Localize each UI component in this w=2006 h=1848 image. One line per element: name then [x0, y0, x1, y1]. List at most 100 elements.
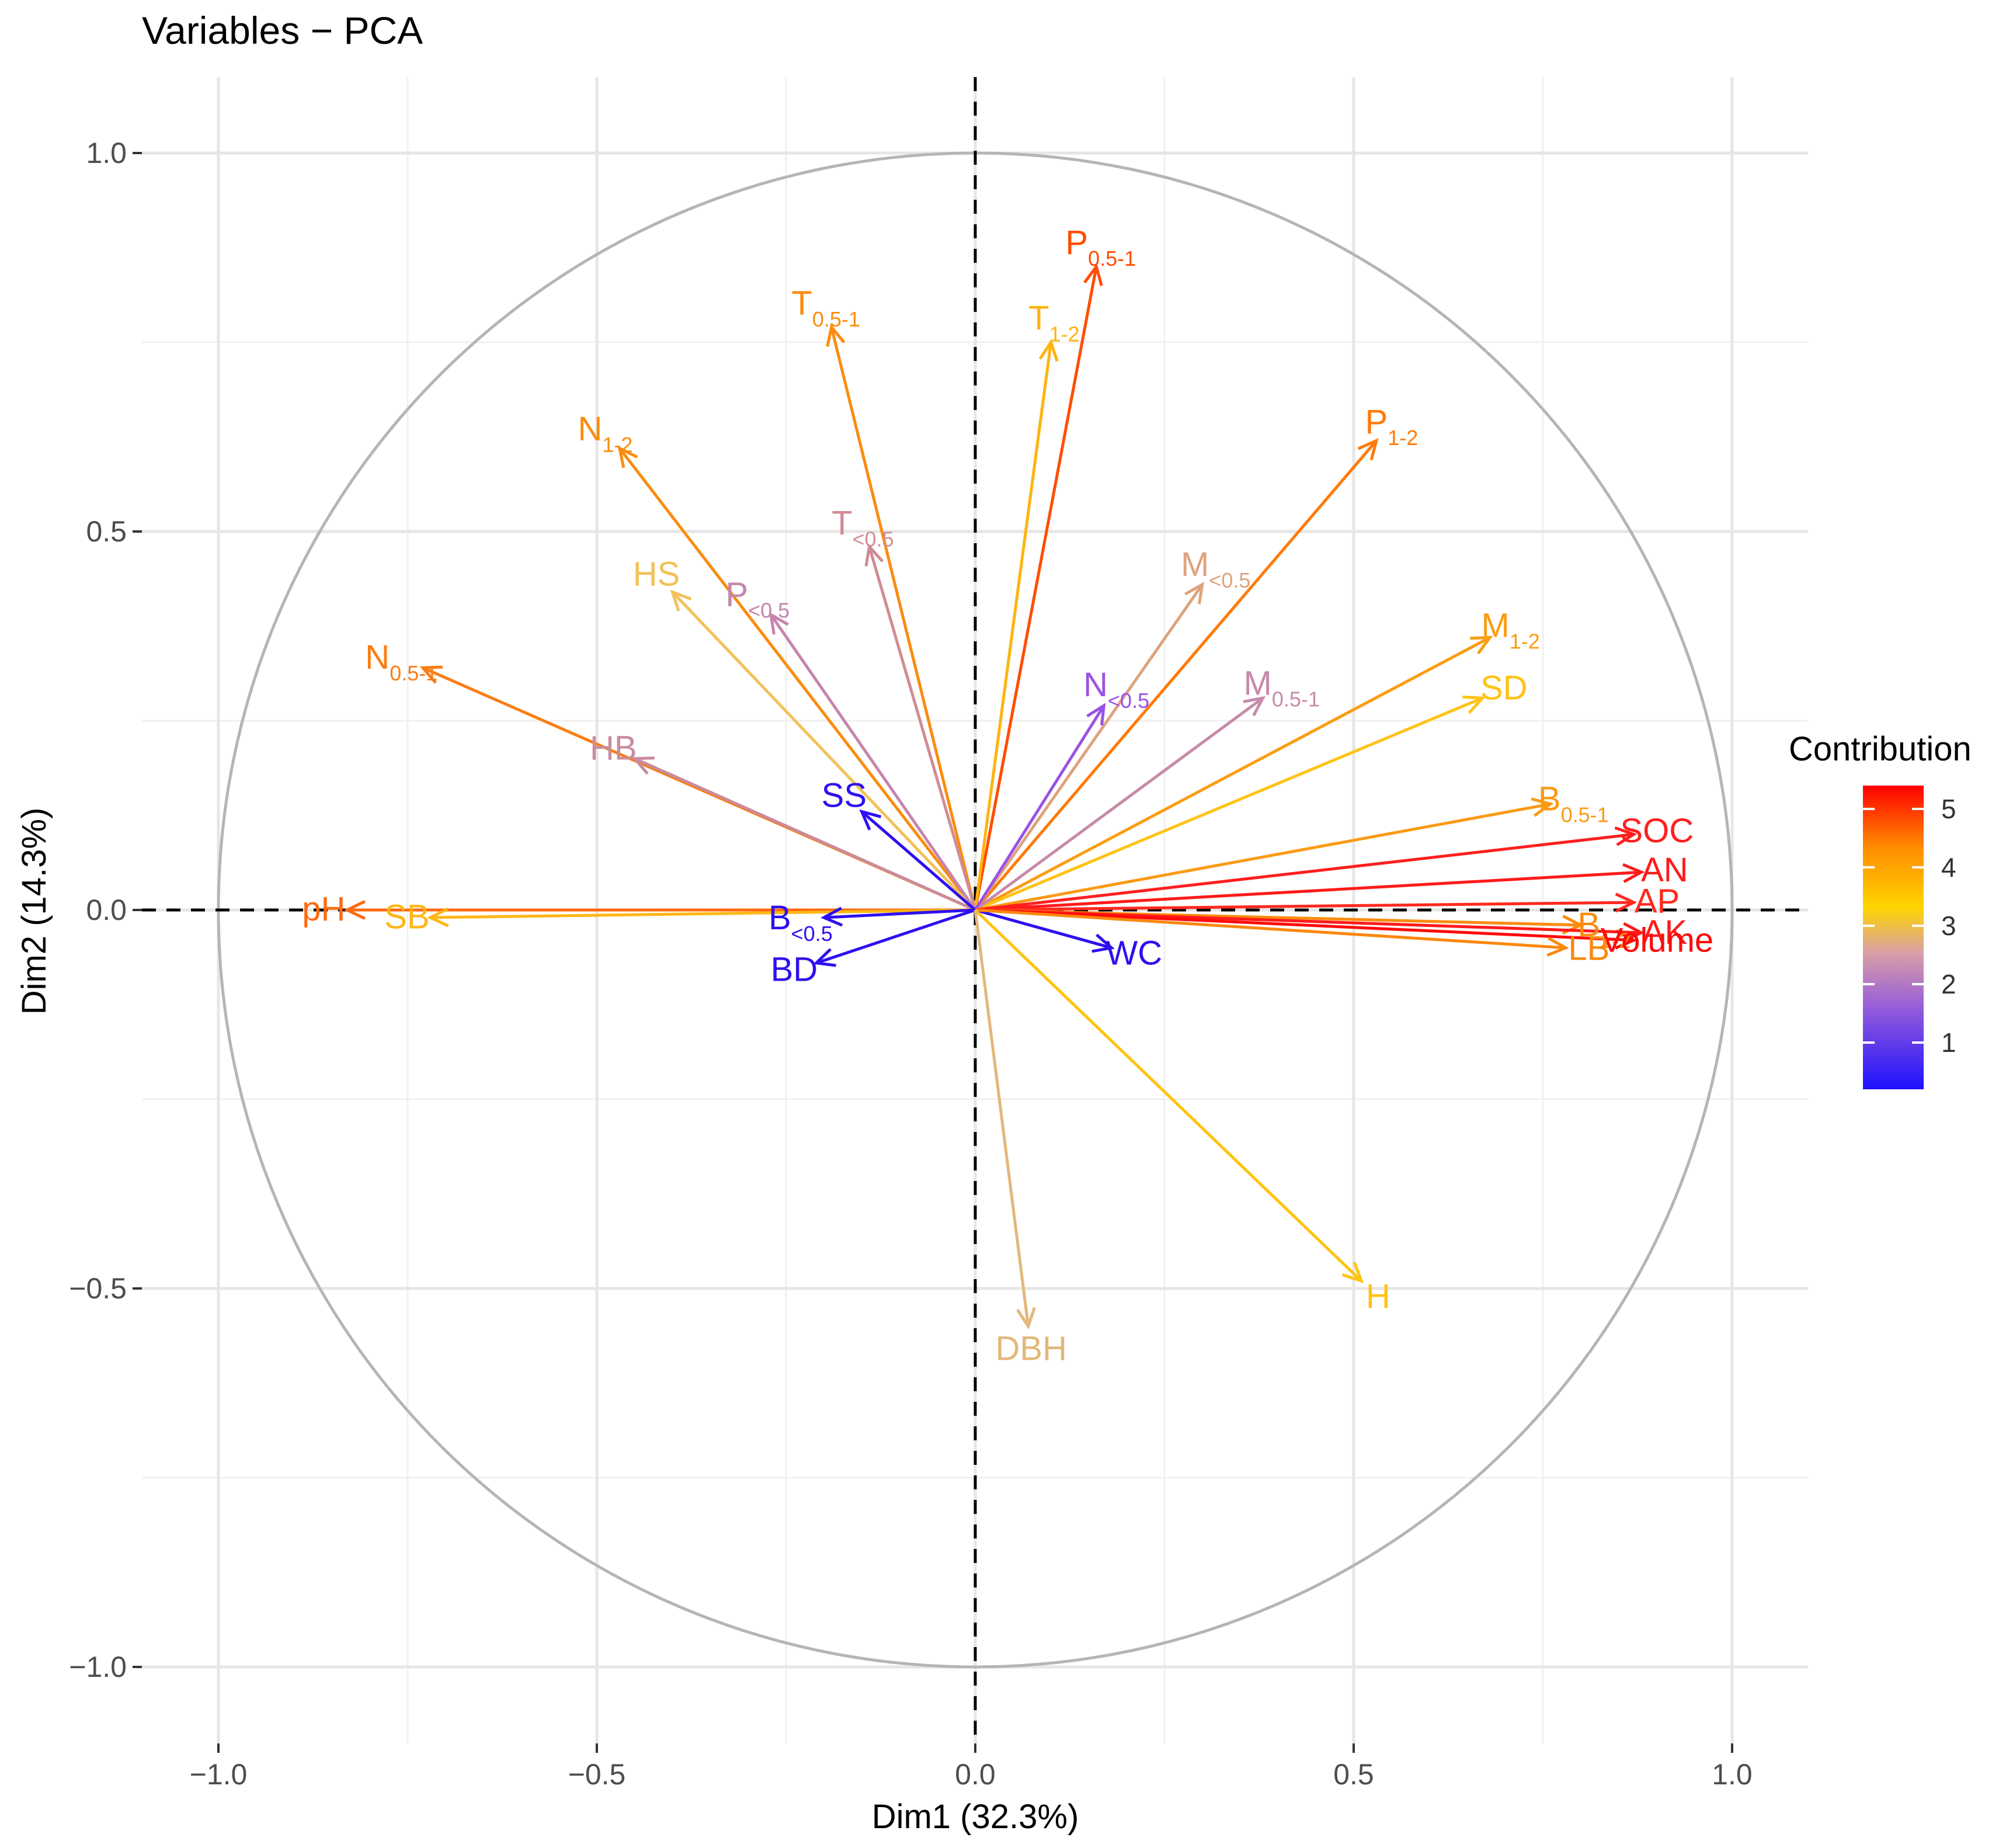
arrow-shaft [770, 614, 977, 911]
variable-label: M<0.5 [1181, 546, 1250, 592]
arrow-shaft [975, 832, 1634, 912]
arrow-shaft [975, 803, 1551, 912]
arrow-head [1243, 696, 1266, 717]
arrow-shaft [974, 439, 1378, 911]
arrow-shaft [634, 757, 976, 912]
variable-label: B1-2 [1577, 906, 1630, 953]
variable-label: AN [1641, 851, 1688, 889]
variable-label-subscript: 0.5-1 [1561, 803, 1609, 826]
y-axis-label: Dim2 (14.3%) [15, 808, 53, 1015]
x-tick-label: 1.0 [1712, 1758, 1753, 1791]
variable-label-name: HB [590, 730, 637, 767]
arrow-shaft [974, 697, 1264, 912]
x-axis-label: Dim1 (32.3%) [872, 1798, 1079, 1836]
axis-ticks: −1.0 −0.5 0.0 0.5 1.0 −1.0 −0.5 0.0 0.5 1.0 [69, 137, 1752, 1791]
variable-label-subscript: 0.5-1 [812, 307, 860, 331]
variable-arrow [617, 445, 976, 911]
variable-arrow [975, 797, 1554, 912]
variable-label: DBH [996, 1329, 1067, 1367]
variable-arrow [974, 909, 1364, 1284]
variable-label-name: N [578, 410, 603, 448]
chart-title: Variables − PCA [142, 9, 423, 52]
arrow-shaft [974, 909, 1362, 1282]
variable-label-name: WC [1106, 935, 1163, 972]
arrow-head [1531, 797, 1554, 817]
variable-label-subscript: 0.5-1 [1088, 246, 1136, 270]
arrow-head [1615, 929, 1638, 950]
variable-label: SB [384, 898, 429, 936]
legend-tick-label: 2 [1941, 969, 1956, 999]
arrow-head [769, 612, 789, 635]
legend-title: Contribution [1789, 730, 1972, 768]
arrow-head [1184, 581, 1205, 605]
variable-label-name: T [832, 505, 852, 543]
arrow-shaft [974, 342, 1053, 911]
variable-label-name: HS [633, 555, 680, 593]
variable-label-name: AP [1635, 883, 1680, 920]
arrow-head [1038, 339, 1059, 362]
arrow-shaft [430, 908, 976, 919]
variable-labels: P0.5-1T0.5-1 T1-2P1-2N1-2T<0.5HS M<0.5P<0.… [302, 224, 1713, 1367]
variable-label-name: B [1577, 906, 1600, 944]
variable-label-name: T [791, 284, 812, 322]
arrow-head [631, 756, 655, 775]
variable-label-subscript: 1-2 [1510, 630, 1540, 654]
arrow-shaft [974, 266, 1098, 911]
variable-label-name: SB [384, 898, 429, 936]
variable-label-subscript: <0.5 [1108, 689, 1149, 713]
arrow-shaft [975, 870, 1642, 912]
variable-label: LB [1568, 929, 1609, 967]
variable-label-name: SD [1480, 669, 1528, 707]
arrow-shaft [868, 546, 977, 911]
variable-arrow [974, 438, 1379, 911]
variable-label-name: P [725, 576, 748, 614]
arrow-head [1470, 635, 1493, 655]
variable-label: HB [590, 730, 637, 767]
arrow-head [343, 899, 366, 920]
variable-arrow [975, 908, 1115, 953]
variable-label: SS [822, 776, 867, 814]
arrow-shaft [830, 326, 977, 911]
variable-label-name: P [1365, 403, 1388, 441]
legend-tick-label: 5 [1941, 794, 1956, 824]
variable-arrow [974, 263, 1103, 911]
variable-label-name: N [1083, 666, 1108, 704]
variable-label-name: P [1065, 224, 1088, 262]
y-tick-label: −1.0 [69, 1651, 127, 1683]
arrow-head [864, 543, 884, 567]
variable-label-name: pH [302, 890, 345, 928]
variable-label: P<0.5 [725, 576, 790, 623]
variable-label-name: LB [1568, 929, 1609, 967]
variable-label-name: SOC [1620, 812, 1694, 850]
legend-tick-label: 3 [1941, 911, 1956, 941]
variable-label-name: AN [1641, 851, 1688, 889]
legend-colorbar [1863, 786, 1924, 1089]
variable-arrow [974, 909, 1036, 1330]
variable-label: M0.5-1 [1243, 664, 1319, 711]
variable-label: H [1366, 1277, 1390, 1315]
arrow-head [1622, 863, 1645, 883]
arrow-head [1357, 438, 1379, 460]
arrow-head [1341, 1262, 1364, 1284]
arrow-shaft [618, 447, 976, 911]
variable-arrow [974, 581, 1205, 911]
variable-label-subscript: 1-2 [1600, 929, 1630, 953]
variable-label-name: B [769, 899, 791, 937]
x-tick-label: −1.0 [190, 1758, 248, 1791]
variable-arrow [975, 908, 1638, 950]
x-tick-label: −0.5 [568, 1758, 626, 1791]
variable-arrow [975, 863, 1645, 912]
variable-label: T0.5-1 [791, 284, 860, 331]
arrow-head [419, 665, 443, 684]
variable-arrow [631, 756, 976, 912]
variable-label-name: N [365, 638, 390, 676]
variable-arrow [975, 892, 1638, 913]
variable-label-subscript: <0.5 [853, 527, 894, 551]
arrow-shaft [975, 901, 1634, 912]
variable-label: BD [771, 950, 818, 988]
arrow-head [813, 948, 836, 967]
variable-label-subscript: 0.5-1 [1272, 687, 1320, 711]
arrow-shaft [975, 908, 1566, 950]
